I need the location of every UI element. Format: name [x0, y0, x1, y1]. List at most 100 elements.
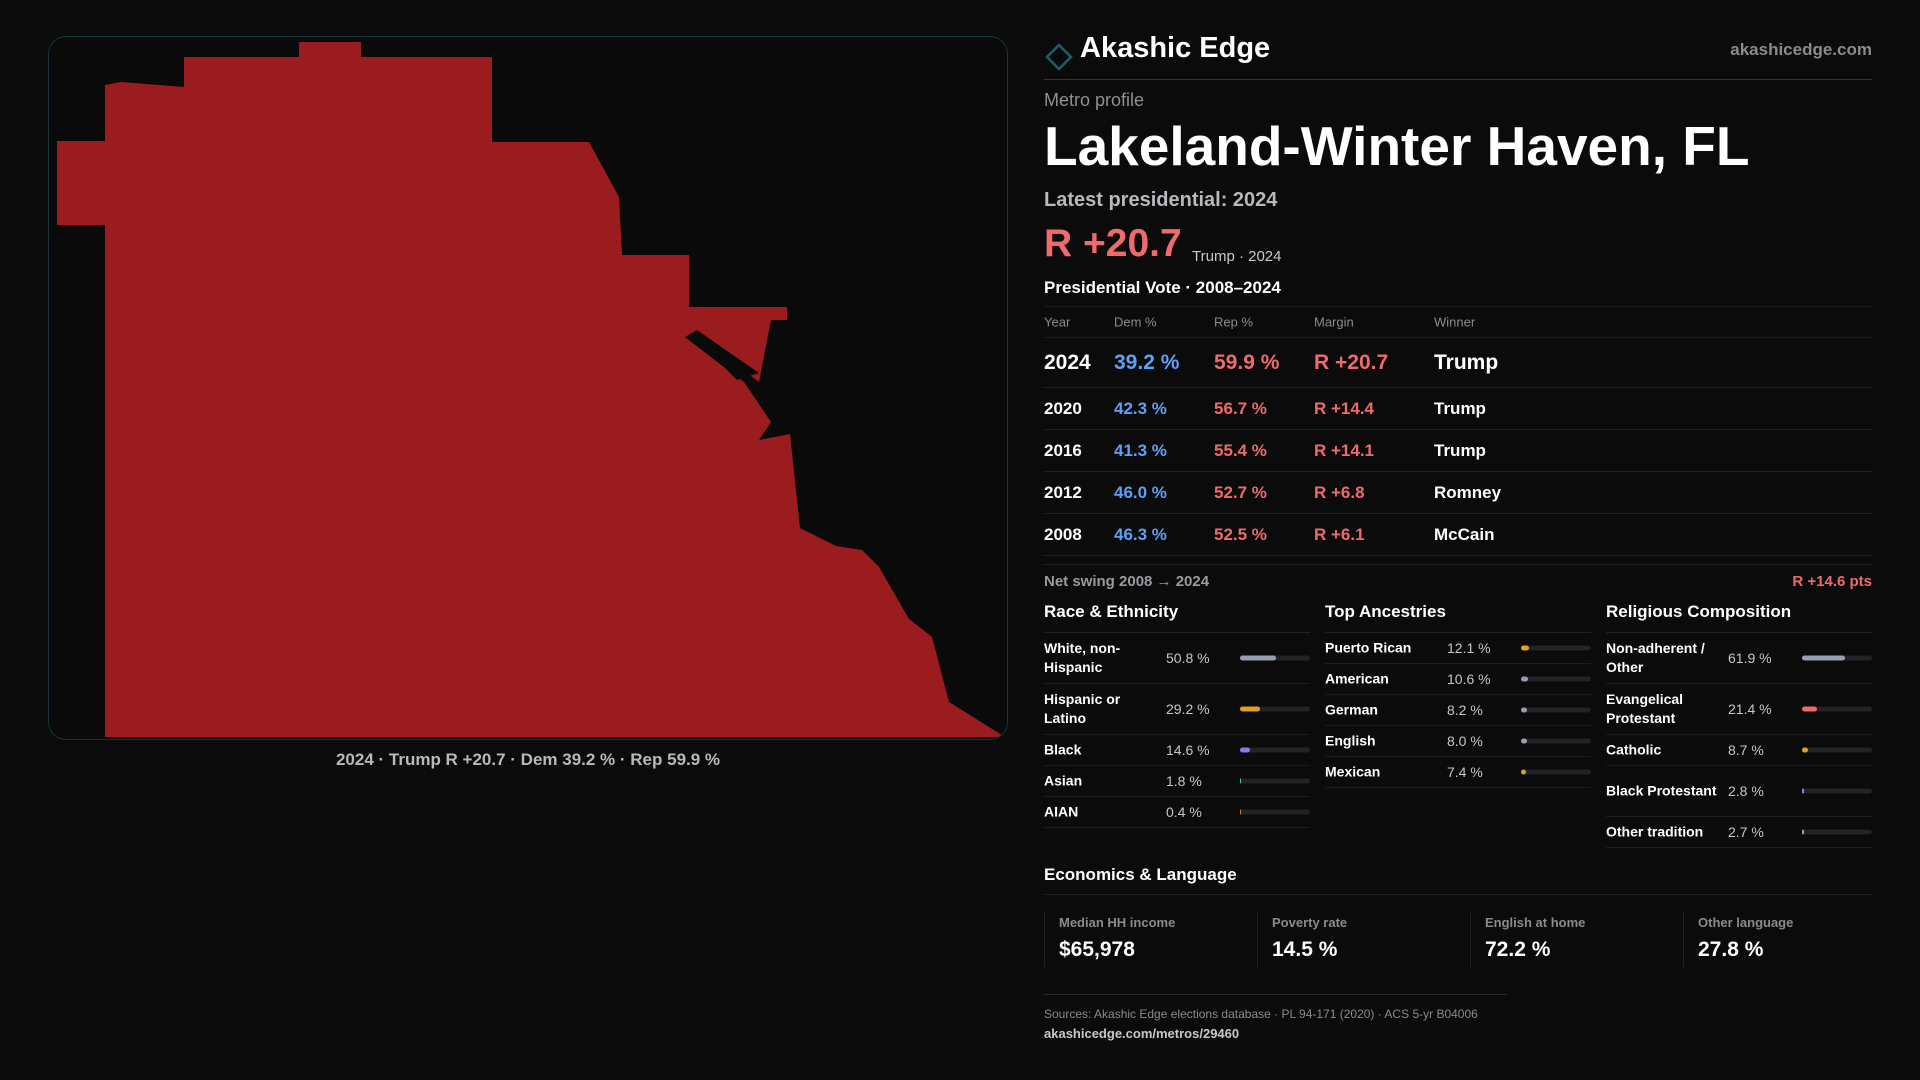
brand-url-link[interactable]: akashicedge.com: [1730, 40, 1872, 59]
demo-label: Black Protestant: [1606, 782, 1717, 799]
col-header-margin: Margin: [1314, 314, 1354, 330]
econ-stat: Median HH income $65,978: [1044, 911, 1175, 967]
list-item: Mexican 7.4 %: [1325, 757, 1591, 788]
profile-eyebrow: Metro profile: [1044, 90, 1145, 110]
cell-dem: 46.0 %: [1114, 482, 1167, 502]
cell-winner: McCain: [1434, 524, 1495, 544]
demo-label: White, non-Hispanic: [1044, 640, 1121, 675]
demo-label: Non-adherent / Other: [1606, 640, 1705, 675]
demo-pct: 8.2 %: [1447, 702, 1483, 718]
demo-bar-fill: [1240, 809, 1241, 815]
econ-stat-value: $65,978: [1059, 938, 1135, 961]
list-item: Black Protestant 2.8 %: [1606, 766, 1872, 817]
demo-pct: 2.8 %: [1728, 783, 1764, 799]
metro-county-shape[interactable]: [57, 42, 1005, 737]
sources-note: Sources: Akashic Edge elections database…: [1044, 1007, 1478, 1021]
demo-bar-fill: [1521, 769, 1527, 775]
demo-pct: 29.2 %: [1166, 701, 1210, 717]
map-notch-void: [685, 330, 759, 380]
col-header-winner: Winner: [1434, 314, 1476, 330]
footer-url-link[interactable]: akashicedge.com/metros/29460: [1044, 1026, 1240, 1041]
cell-winner: Romney: [1434, 482, 1502, 502]
economics-title: Economics & Language: [1044, 865, 1237, 884]
demo-bar-fill: [1240, 778, 1242, 784]
metro-map-panel: [48, 36, 1008, 740]
cell-margin: R +20.7: [1314, 350, 1389, 374]
brand-name[interactable]: Akashic Edge: [1080, 32, 1271, 64]
econ-stat-label: Other language: [1698, 915, 1794, 930]
cell-rep: 55.4 %: [1214, 440, 1267, 460]
list-item: English 8.0 %: [1325, 726, 1591, 757]
econ-stat-value: 72.2 %: [1485, 938, 1551, 961]
cell-rep: 52.7 %: [1214, 482, 1267, 502]
demo-bar-fill: [1802, 747, 1809, 753]
list-item: Other tradition 2.7 %: [1606, 817, 1872, 848]
demo-label: Evangelical Protestant: [1606, 691, 1684, 726]
race-ethnicity-title: Race & Ethnicity: [1044, 602, 1310, 633]
table-row: 2024 39.2 % 59.9 % R +20.7 Trump: [1044, 338, 1872, 388]
econ-stat-value: 27.8 %: [1698, 938, 1764, 961]
ancestries-title: Top Ancestries: [1325, 602, 1591, 633]
net-swing-label: Net swing 2008 → 2024: [1044, 573, 1210, 590]
cell-margin: R +14.4: [1314, 398, 1375, 418]
demo-label: German: [1325, 701, 1378, 718]
demo-bar-fill: [1521, 676, 1529, 682]
metro-map[interactable]: [49, 37, 1008, 740]
list-item: AIAN 0.4 %: [1044, 797, 1310, 828]
diamond-outline-icon: [1045, 43, 1073, 71]
list-item: Puerto Rican 12.1 %: [1325, 633, 1591, 664]
demo-bar: [1802, 747, 1872, 753]
race-ethnicity-section: Race & Ethnicity White, non-Hispanic 50.…: [1044, 602, 1310, 828]
metro-info-panel: Akashic Edge akashicedge.com Metro profi…: [1044, 0, 1872, 1080]
demo-bar: [1521, 769, 1591, 775]
religion-title: Religious Composition: [1606, 602, 1872, 633]
cell-rep: 52.5 %: [1214, 524, 1267, 544]
vote-table-header: Year Dem % Rep % Margin Winner: [1044, 306, 1872, 338]
econ-stat-value: 14.5 %: [1272, 938, 1338, 961]
cell-year: 2012: [1044, 482, 1082, 502]
econ-stat: English at home 72.2 %: [1470, 911, 1585, 967]
net-swing-row: Net swing 2008 → 2024 R +14.6 pts: [1044, 564, 1872, 596]
demo-pct: 8.0 %: [1447, 733, 1483, 749]
demo-bar-fill: [1521, 738, 1527, 744]
demo-label: Catholic: [1606, 741, 1662, 758]
table-row: 2012 46.0 % 52.7 % R +6.8 Romney: [1044, 472, 1872, 514]
page-title: Lakeland-Winter Haven, FL: [1044, 115, 1750, 177]
demo-bar: [1240, 706, 1310, 712]
headline-margin-sub: Trump · 2024: [1192, 248, 1282, 265]
cell-year: 2020: [1044, 398, 1082, 418]
list-item: White, non-Hispanic 50.8 %: [1044, 633, 1310, 684]
demo-pct: 2.7 %: [1728, 824, 1764, 840]
table-row: 2020 42.3 % 56.7 % R +14.4 Trump: [1044, 388, 1872, 430]
demo-bar: [1240, 778, 1310, 784]
list-item: Non-adherent / Other 61.9 %: [1606, 633, 1872, 684]
cell-dem: 39.2 %: [1114, 350, 1180, 374]
col-header-dem: Dem %: [1114, 314, 1157, 330]
demo-label: Black: [1044, 741, 1082, 758]
list-item: Asian 1.8 %: [1044, 766, 1310, 797]
brand-header: Akashic Edge akashicedge.com: [1044, 30, 1872, 80]
demo-bar-fill: [1521, 645, 1530, 651]
list-item: Hispanic or Latino 29.2 %: [1044, 684, 1310, 735]
demo-label: Asian: [1044, 772, 1083, 789]
demo-pct: 21.4 %: [1728, 701, 1772, 717]
list-item: Black 14.6 %: [1044, 735, 1310, 766]
list-item: Evangelical Protestant 21.4 %: [1606, 684, 1872, 735]
demo-bar: [1802, 706, 1872, 712]
demo-bar: [1240, 747, 1310, 753]
demo-bar: [1802, 788, 1872, 794]
demo-pct: 7.4 %: [1447, 764, 1483, 780]
demo-pct: 10.6 %: [1447, 671, 1491, 687]
cell-winner: Trump: [1434, 350, 1499, 374]
demo-label: English: [1325, 732, 1376, 749]
footer-divider: [1044, 994, 1507, 995]
demo-pct: 14.6 %: [1166, 742, 1210, 758]
demo-label: Hispanic or Latino: [1044, 691, 1121, 726]
demo-bar: [1521, 645, 1591, 651]
vote-table: Year Dem % Rep % Margin Winner 2024 39.2…: [1044, 306, 1872, 556]
list-item: German 8.2 %: [1325, 695, 1591, 726]
econ-stat: Other language 27.8 %: [1683, 911, 1793, 967]
cell-margin: R +14.1: [1314, 440, 1375, 460]
demo-label: American: [1325, 670, 1389, 687]
demo-label: Puerto Rican: [1325, 639, 1412, 656]
